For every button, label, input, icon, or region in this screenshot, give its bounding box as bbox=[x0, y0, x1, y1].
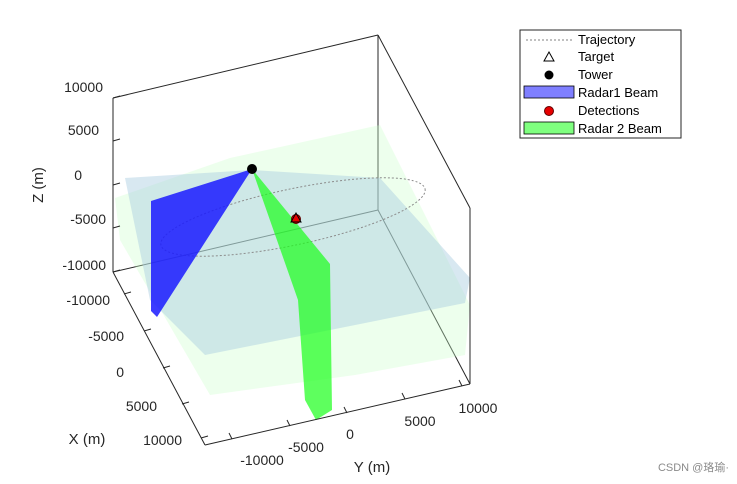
box-edge-top-back bbox=[112, 34, 379, 99]
x-tick-mark bbox=[162, 365, 171, 369]
x-tick-mark bbox=[200, 435, 209, 439]
z-tick-mark bbox=[112, 95, 121, 99]
watermark: CSDN @珞瑜· bbox=[658, 460, 729, 474]
x-tick-mark bbox=[143, 328, 152, 332]
z-tick-label: 10000 bbox=[64, 79, 103, 95]
x-tick-label: 0 bbox=[116, 364, 124, 380]
x-tick-label: 10000 bbox=[143, 432, 182, 448]
y-tick-label: 5000 bbox=[404, 413, 435, 429]
y-tick-label: 0 bbox=[346, 426, 354, 442]
y-tick-mark bbox=[458, 379, 463, 387]
x-axis-label: X (m) bbox=[69, 431, 106, 448]
z-tick-mark bbox=[112, 138, 121, 142]
x-tick-labels: -10000 -5000 0 5000 10000 bbox=[66, 292, 182, 448]
legend-box bbox=[519, 29, 682, 139]
legend-radar2-swatch bbox=[523, 121, 575, 135]
y-tick-label: 10000 bbox=[459, 400, 498, 416]
legend-label: Tower bbox=[578, 67, 613, 82]
tick-marks bbox=[112, 95, 463, 440]
legend-target-swatch bbox=[543, 50, 555, 62]
legend-radar1-swatch bbox=[523, 85, 575, 99]
box-edge-bottom-right bbox=[377, 209, 471, 385]
tower-marker bbox=[247, 164, 257, 174]
z-tick-label: 0 bbox=[74, 167, 82, 183]
legend-detections-swatch bbox=[544, 106, 554, 116]
y-tick-mark bbox=[343, 406, 348, 414]
target-marker bbox=[290, 211, 302, 223]
x-axis-line bbox=[112, 271, 206, 446]
legend-label: Target bbox=[578, 49, 615, 64]
z-tick-mark bbox=[112, 225, 121, 229]
z-tick-labels: 10000 5000 0 -5000 -10000 bbox=[62, 79, 106, 273]
y-tick-labels: -10000 -5000 0 5000 10000 bbox=[240, 400, 497, 468]
x-tick-mark bbox=[181, 401, 190, 405]
y-tick-mark bbox=[401, 392, 406, 400]
radar2-beam bbox=[252, 169, 332, 420]
x-tick-label: -10000 bbox=[66, 292, 110, 308]
x-tick-label: -5000 bbox=[88, 328, 124, 344]
z-tick-mark bbox=[112, 182, 121, 186]
z-tick-label: -10000 bbox=[62, 257, 106, 273]
legend-label: Detections bbox=[578, 103, 640, 118]
box-edge-top-right bbox=[377, 34, 471, 209]
legend-label: Radar1 Beam bbox=[578, 85, 658, 100]
z-tick-label: -5000 bbox=[70, 211, 106, 227]
y-tick-mark bbox=[286, 419, 291, 427]
legend: Trajectory Target Tower Radar1 Beam Dete… bbox=[519, 29, 682, 139]
z-tick-mark bbox=[112, 269, 121, 273]
x-tick-mark bbox=[123, 291, 132, 295]
y-tick-label: -5000 bbox=[288, 439, 324, 455]
y-tick-label: -10000 bbox=[240, 452, 284, 468]
z-axis-label: Z (m) bbox=[30, 167, 47, 203]
z-tick-label: 5000 bbox=[68, 122, 99, 138]
legend-label: Trajectory bbox=[578, 32, 636, 47]
legend-label: Radar 2 Beam bbox=[578, 121, 662, 136]
y-axis-line bbox=[204, 383, 471, 446]
x-tick-label: 5000 bbox=[126, 398, 157, 414]
radar1-beam bbox=[151, 169, 252, 317]
y-axis-label: Y (m) bbox=[354, 459, 390, 476]
y-tick-mark bbox=[228, 432, 233, 440]
legend-tower-swatch bbox=[544, 70, 554, 80]
